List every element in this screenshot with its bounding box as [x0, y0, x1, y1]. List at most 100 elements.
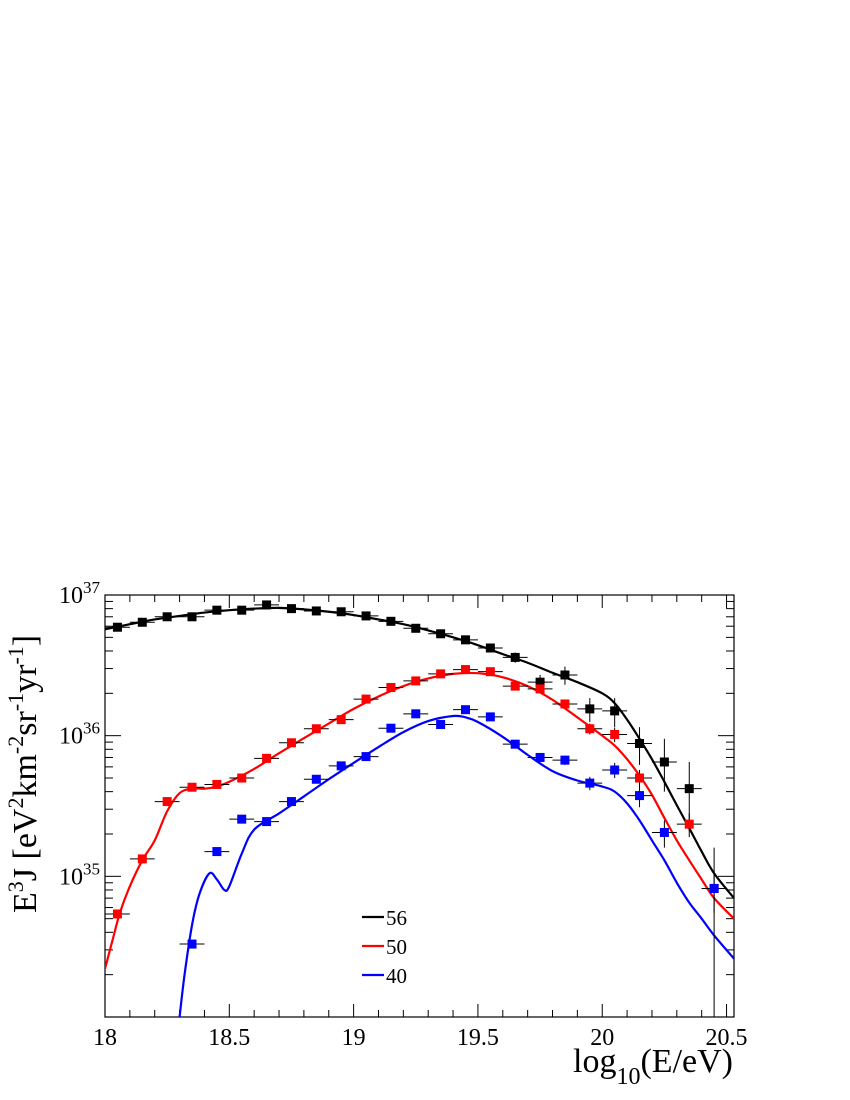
marker: [659, 827, 669, 837]
point-50: [477, 667, 503, 677]
marker: [585, 724, 595, 734]
point-50: [328, 715, 354, 725]
marker: [262, 600, 272, 610]
point-50: [154, 797, 180, 807]
point-40: [229, 814, 255, 824]
marker: [560, 670, 570, 680]
point-40: [303, 774, 329, 784]
point-50: [229, 773, 255, 783]
marker: [535, 752, 545, 762]
point-50: [378, 682, 404, 692]
marker: [386, 682, 396, 692]
marker: [510, 681, 520, 691]
point-50: [353, 694, 379, 704]
point-50: [602, 727, 628, 743]
marker: [361, 694, 371, 704]
marker: [460, 705, 470, 715]
curve-40: [178, 714, 734, 1017]
marker: [684, 819, 694, 829]
marker: [635, 791, 645, 801]
point-56: [477, 643, 503, 653]
point-56: [403, 623, 429, 633]
marker: [386, 723, 396, 733]
marker: [535, 677, 545, 687]
x-tick-label: 18.5: [208, 1025, 250, 1051]
point-50: [403, 676, 429, 686]
marker: [436, 629, 446, 639]
marker: [709, 883, 719, 893]
marker: [386, 616, 396, 626]
point-40: [527, 752, 553, 762]
marker: [510, 652, 520, 662]
point-56: [129, 617, 155, 627]
legend-label-56: 56: [386, 906, 407, 930]
point-56: [428, 629, 454, 639]
x-axis-title: log10(E/eV): [573, 1043, 733, 1090]
point-56: [552, 666, 578, 685]
marker: [485, 712, 495, 722]
point-56: [204, 605, 230, 615]
marker: [237, 814, 247, 824]
marker: [311, 606, 321, 616]
point-50: [279, 738, 304, 748]
point-56: [279, 604, 304, 614]
y-axis: 1035 1036 1037: [59, 578, 734, 1018]
point-56: [154, 612, 180, 622]
point-50: [254, 753, 280, 763]
point-40: [651, 820, 677, 848]
marker: [436, 669, 446, 679]
marker: [286, 797, 296, 807]
marker: [336, 761, 346, 771]
marker: [187, 612, 197, 622]
point-56: [602, 698, 628, 728]
fit-curves: [105, 606, 734, 1017]
marker: [436, 720, 446, 730]
point-56: [378, 616, 404, 626]
marker: [286, 604, 296, 614]
x-axis: 18 18.5 19 19.5 20 20.5: [93, 595, 748, 1051]
legend-label-40: 40: [386, 964, 407, 988]
point-56: [502, 652, 528, 663]
marker: [684, 784, 694, 794]
data-points: [105, 600, 727, 1017]
marker: [212, 847, 222, 857]
marker: [311, 774, 321, 784]
marker: [635, 773, 645, 783]
marker: [187, 939, 197, 949]
marker: [361, 611, 371, 621]
marker: [635, 738, 645, 748]
marker: [610, 729, 620, 739]
point-50: [303, 724, 329, 734]
marker: [411, 623, 421, 633]
point-40: [254, 817, 280, 827]
marker: [237, 773, 247, 783]
x-tick-label: 20: [590, 1025, 614, 1051]
point-56: [577, 698, 603, 723]
marker: [162, 612, 172, 622]
point-56: [229, 605, 255, 615]
point-40: [378, 723, 404, 733]
marker: [336, 715, 346, 725]
point-56: [179, 612, 205, 622]
point-56: [254, 600, 280, 610]
point-50: [129, 854, 155, 864]
legend: 56 50 40: [362, 906, 407, 988]
point-56: [105, 622, 130, 632]
marker: [411, 676, 421, 686]
marker: [485, 667, 495, 677]
point-50: [577, 723, 603, 735]
point-40: [179, 939, 205, 949]
marker: [585, 778, 595, 788]
point-40: [428, 720, 454, 730]
y-axis-title: E3J [eV2km-2sr-1yr-1]: [3, 635, 44, 913]
point-40: [279, 797, 304, 807]
plot-frame: [104, 594, 735, 1018]
marker: [212, 779, 222, 789]
marker: [137, 617, 147, 627]
marker: [286, 738, 296, 748]
y-tick-label: 1037: [59, 578, 101, 609]
marker: [510, 739, 520, 749]
marker: [659, 757, 669, 767]
x-tick-label: 19: [342, 1025, 366, 1051]
